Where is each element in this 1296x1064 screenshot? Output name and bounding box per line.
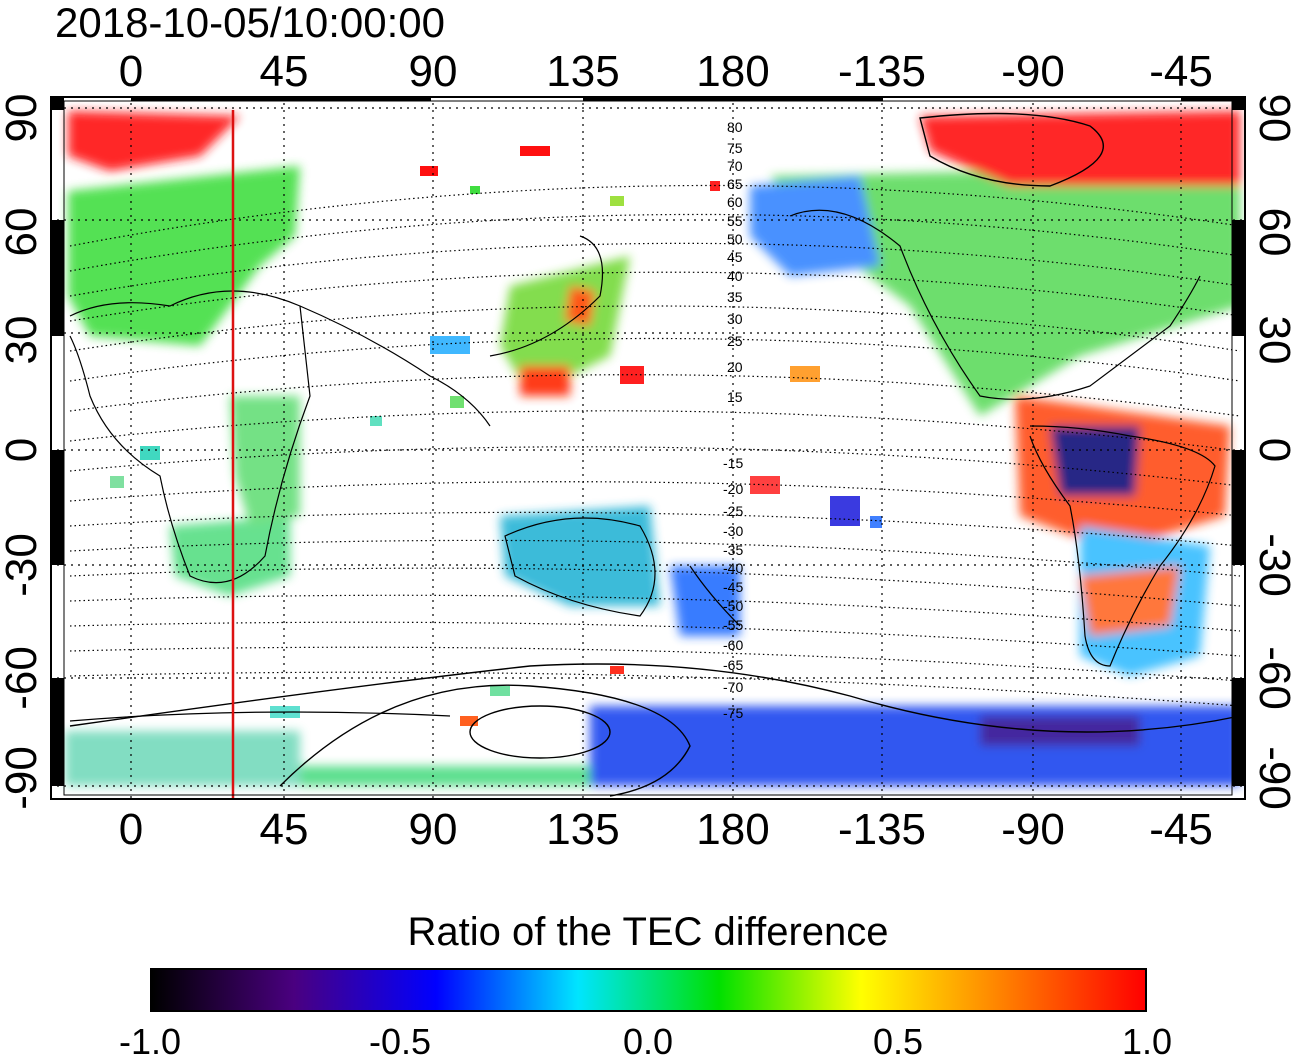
left-tick-label: 30 [0,315,46,365]
bottom-tick-label: -45 [1149,805,1213,854]
maglat-label-south: -15 [723,455,743,471]
bottom-tick-label: 135 [546,805,620,854]
coastlines [69,209,1216,722]
colorbar-tick-label: -0.5 [368,1021,432,1062]
maglat-label-north: 30 [727,311,743,327]
colorbar [150,968,1147,1012]
left-tick-label: -30 [0,533,46,597]
maglat-label-south: -35 [723,542,743,558]
magnetic-latitude-contours [69,184,1241,707]
maglat-label-south: -20 [723,481,743,497]
maglat-label-north: 80 [727,119,743,135]
tec-patches [65,111,1240,786]
maglat-label-south: -55 [723,617,743,633]
left-tick-label: -90 [0,746,46,810]
top-tick-label: 90 [408,47,458,96]
left-tick-label: 0 [0,437,46,463]
colorbar-title: Ratio of the TEC difference [407,910,889,954]
page-title: 2018-10-05/10:00:00 [55,0,445,46]
maglat-label-north: 70 [727,158,743,174]
top-tick-label: 45 [259,47,309,96]
maglat-label-south: -75 [723,705,743,721]
colorbar-tick-label: 0.0 [622,1021,674,1062]
top-tick-label: 135 [546,47,620,96]
magnetic-pole-contours [69,112,1241,797]
bottom-tick-label: 90 [408,805,458,854]
maglat-label-south: -45 [723,579,743,595]
top-tick-label: -90 [1001,47,1065,96]
maglat-label-south: -40 [723,560,743,576]
right-tick-label: 90 [1250,93,1296,143]
maglat-label-north: 20 [727,359,743,375]
maglat-label-north: 75 [727,140,743,156]
top-tick-label: 0 [118,47,144,96]
bottom-tick-label: -135 [837,805,927,854]
left-tick-label: -60 [0,646,46,710]
right-tick-label: 60 [1250,207,1296,257]
maglat-label-south: -60 [723,637,743,653]
bottom-tick-label: 45 [259,805,309,854]
colorbar-tick-label: 1.0 [1121,1021,1173,1062]
maglat-label-north: 45 [727,249,743,265]
maglat-label-north: 60 [727,194,743,210]
maglat-label-north: 25 [727,333,743,349]
bottom-tick-label: -90 [1001,805,1065,854]
maglat-label-north: 35 [727,289,743,305]
maglat-label-south: -25 [723,503,743,519]
map-border [50,96,1246,800]
maglat-label-north: 50 [727,231,743,247]
bottom-tick-label: 180 [696,805,770,854]
maglat-label-north: 15 [727,389,743,405]
bottom-tick-label: 0 [118,805,144,854]
colorbar-tick-label: 0.5 [872,1021,924,1062]
maglat-label-south: -30 [723,523,743,539]
top-tick-label: 180 [696,47,770,96]
top-tick-label: -135 [837,47,927,96]
maglat-label-north: 55 [727,213,743,229]
left-tick-label: 90 [0,93,46,143]
right-tick-label: -30 [1250,533,1296,597]
top-tick-label: -45 [1149,47,1213,96]
maglat-label-north: 65 [727,176,743,192]
magnetic-latitude-labels: 80 75 70 65 60 55 50 45 40 35 30 25 20 1… [723,119,743,721]
tec-scatter [110,146,882,726]
right-tick-label: 0 [1250,437,1296,463]
colorbar-tick-label: -1.0 [118,1021,182,1062]
graticule [50,96,1246,800]
maglat-label-north: 40 [727,268,743,284]
left-tick-label: 60 [0,207,46,257]
right-tick-label: 30 [1250,315,1296,365]
right-tick-label: -60 [1250,646,1296,710]
maglat-label-south: -70 [723,679,743,695]
tec-map: 80 75 70 65 60 55 50 45 40 35 30 25 20 1… [50,96,1246,800]
maglat-label-south: -50 [723,598,743,614]
right-tick-label: -90 [1250,746,1296,810]
maglat-label-south: -65 [723,657,743,673]
